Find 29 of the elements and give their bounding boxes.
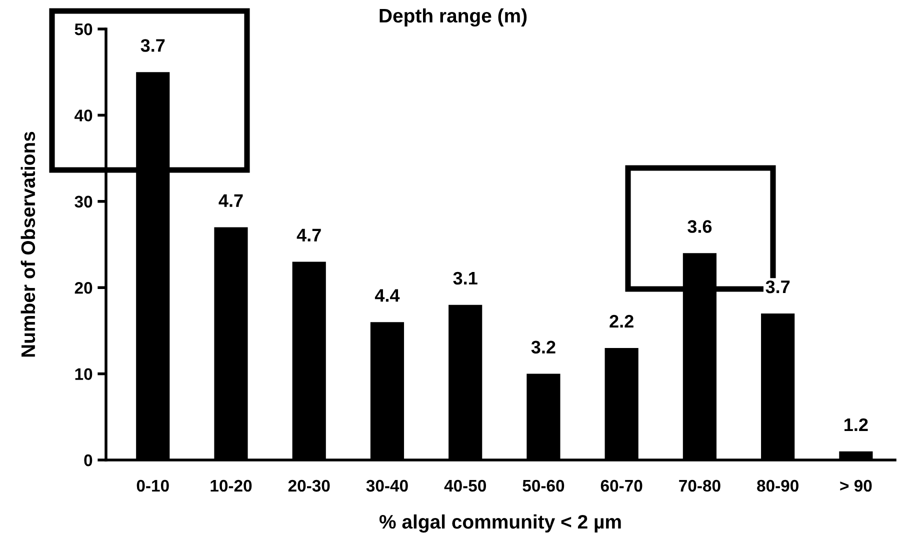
x-tick-label: > 90 <box>840 480 872 492</box>
y-tick-label: 50 <box>74 23 92 36</box>
chart-title: Depth range (m) <box>380 8 527 27</box>
y-tick-label: 30 <box>74 196 92 208</box>
x-tick-label: 60-70 <box>600 480 642 492</box>
annotation: 3.2 <box>531 340 556 354</box>
x-tick-label: 0-10 <box>136 480 169 492</box>
annotation: 2.2 <box>610 314 634 328</box>
y-axis-title: Number of Observations <box>20 132 36 357</box>
y-tick-label: 20 <box>74 282 92 294</box>
annotation: 3.1 <box>453 272 478 285</box>
x-tick-label: 10-20 <box>210 480 252 492</box>
annotation: 3.6 <box>688 220 712 233</box>
y-tick-label: 40 <box>74 110 92 122</box>
annotation: 3.7 <box>140 39 165 52</box>
y-tick-label: 10 <box>75 368 92 380</box>
annotation: 4.7 <box>218 194 243 207</box>
x-tick-label: 80-90 <box>757 480 798 492</box>
annotation: 4.7 <box>296 228 321 242</box>
y-tick-label: 0 <box>84 454 92 466</box>
x-tick-label: 70-80 <box>679 480 720 492</box>
x-tick-label: 30-40 <box>366 480 408 492</box>
x-tick-label: 50-60 <box>522 480 564 492</box>
annotation: 4.4 <box>374 289 400 302</box>
x-tick-label: 40-50 <box>444 480 486 492</box>
x-tick-label: 20-30 <box>288 480 330 492</box>
x-axis-title: % algal community < 2 µm <box>379 514 621 533</box>
annotation: 3.7 <box>766 280 790 294</box>
annotation: 1.2 <box>844 418 868 431</box>
